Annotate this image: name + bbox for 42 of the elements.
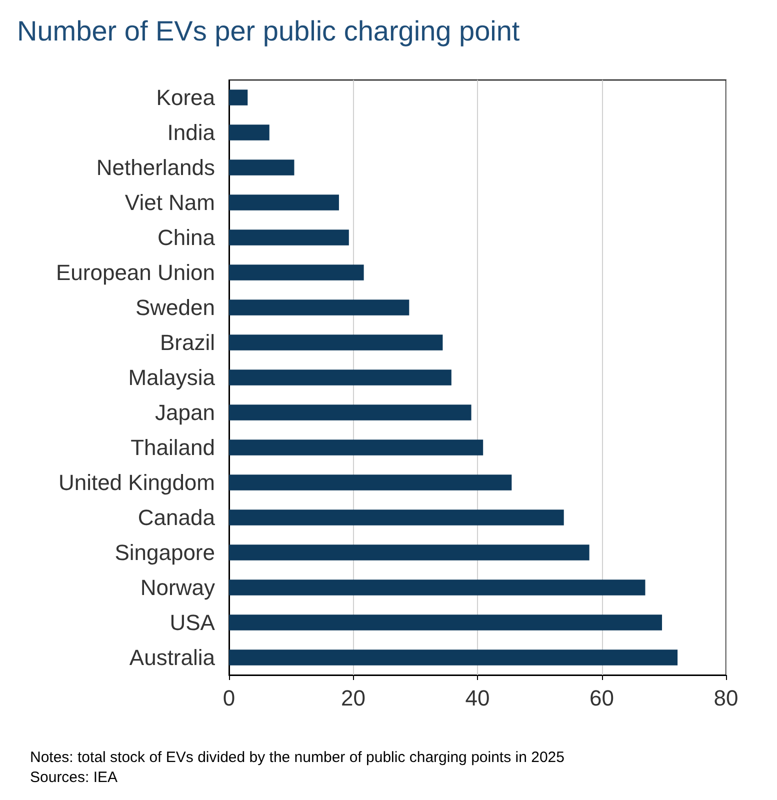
y-tick-label: Australia [129, 645, 216, 670]
x-tick-label: 40 [465, 686, 490, 710]
y-tick-label: Korea [156, 85, 216, 110]
y-tick-label: Norway [140, 575, 215, 600]
bar [229, 474, 512, 490]
bar [229, 580, 646, 596]
bar [229, 300, 410, 316]
y-tick-label: Viet Nam [124, 190, 215, 215]
bar [229, 510, 564, 526]
y-tick-label: Japan [155, 400, 215, 425]
text: Notes: total stock of EVs divided by the number of public charging points in 2025 [30, 749, 564, 766]
bar [229, 544, 590, 560]
bar [229, 90, 248, 106]
y-tick-label: India [167, 120, 216, 145]
y-tick-label: China [158, 225, 216, 250]
y-tick-label: Canada [138, 505, 216, 530]
bar [229, 230, 349, 246]
bar [229, 614, 662, 630]
x-tick-label: 20 [341, 686, 366, 710]
y-tick-label: United Kingdom [58, 470, 215, 495]
y-tick-label: Netherlands [96, 155, 215, 180]
y-tick-label: Malaysia [128, 365, 216, 390]
bar [229, 370, 452, 386]
bar [229, 650, 678, 666]
bar [229, 404, 472, 420]
bar [229, 194, 339, 210]
y-tick-label: USA [170, 610, 216, 635]
y-tick-label: Singapore [114, 540, 215, 565]
bar [229, 124, 270, 140]
y-tick-label: European Union [56, 260, 215, 285]
y-tick-label: Sweden [135, 295, 215, 320]
x-tick-label: 80 [714, 686, 738, 710]
x-tick-label: 60 [590, 686, 614, 710]
chart-title: Number of EVs per public charging point [17, 16, 520, 46]
y-tick-label: Thailand [130, 435, 215, 460]
bar [229, 264, 364, 280]
source-note: Sources: IEA [30, 769, 118, 786]
bar [229, 440, 484, 456]
y-tick-label: Brazil [160, 330, 215, 355]
x-tick-label: 0 [222, 686, 236, 710]
bar [229, 160, 294, 176]
bar [229, 334, 443, 350]
